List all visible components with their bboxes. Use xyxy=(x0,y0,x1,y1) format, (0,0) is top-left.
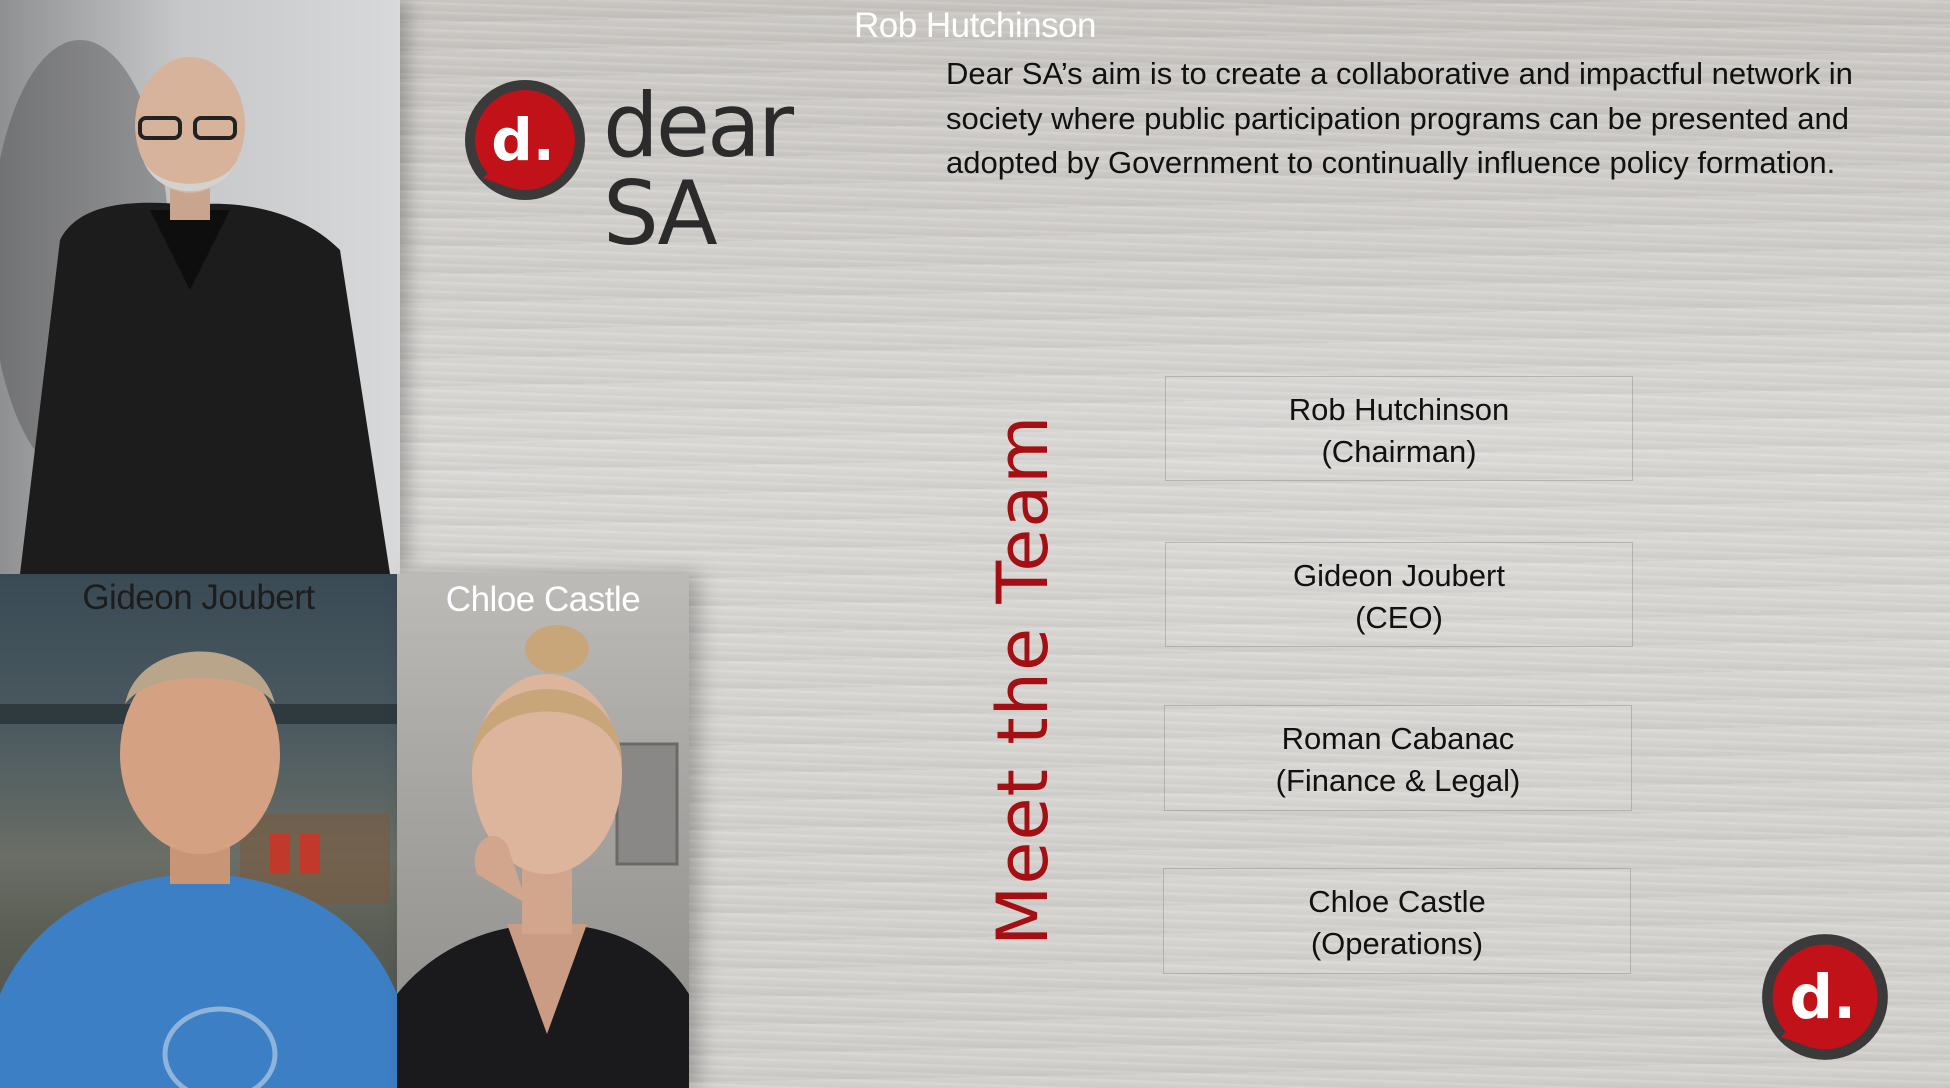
person-silhouette-icon xyxy=(397,625,689,1088)
photo-rob-hutchinson xyxy=(0,0,400,574)
photo-caption-chloe: Chloe Castle xyxy=(445,580,641,619)
mission-statement: Dear SA’s aim is to create a collaborati… xyxy=(946,56,1853,180)
team-member-card: Roman Cabanac (Finance & Legal) xyxy=(1164,705,1632,811)
photo-caption-gideon: Gideon Joubert xyxy=(82,578,315,617)
photo-gideon-joubert xyxy=(0,574,397,1088)
team-member-card: Gideon Joubert (CEO) xyxy=(1165,542,1633,647)
team-member-name: Roman Cabanac xyxy=(1281,721,1515,756)
team-member-name: Chloe Castle xyxy=(1308,884,1486,919)
team-member-role: (Finance & Legal) xyxy=(1275,763,1521,798)
team-member-name: Gideon Joubert xyxy=(1293,558,1505,593)
corner-badge-letter: d. xyxy=(1790,963,1857,1033)
person-silhouette-icon xyxy=(0,651,397,1088)
team-member-role: (Chairman) xyxy=(1321,434,1477,469)
photo-caption-rob: Rob Hutchinson xyxy=(853,6,1097,45)
dear-sa-corner-badge-icon: d. xyxy=(1762,934,1888,1060)
team-member-role: (Operations) xyxy=(1310,926,1484,961)
team-member-name: Rob Hutchinson xyxy=(1288,392,1510,427)
photo-chloe-castle xyxy=(397,574,689,1088)
team-member-card: Rob Hutchinson (Chairman) xyxy=(1165,376,1633,481)
meet-the-team-heading: Meet the Team xyxy=(982,414,1064,946)
dear-sa-logo: d. dear SA xyxy=(463,78,913,258)
dear-sa-badge-icon: d. xyxy=(465,80,585,200)
team-member-role: (CEO) xyxy=(1355,600,1443,635)
person-silhouette-icon xyxy=(0,40,390,574)
badge-letter: d. xyxy=(491,106,555,174)
logo-wordmark: dear SA xyxy=(603,74,794,265)
team-member-card: Chloe Castle (Operations) xyxy=(1163,868,1631,974)
